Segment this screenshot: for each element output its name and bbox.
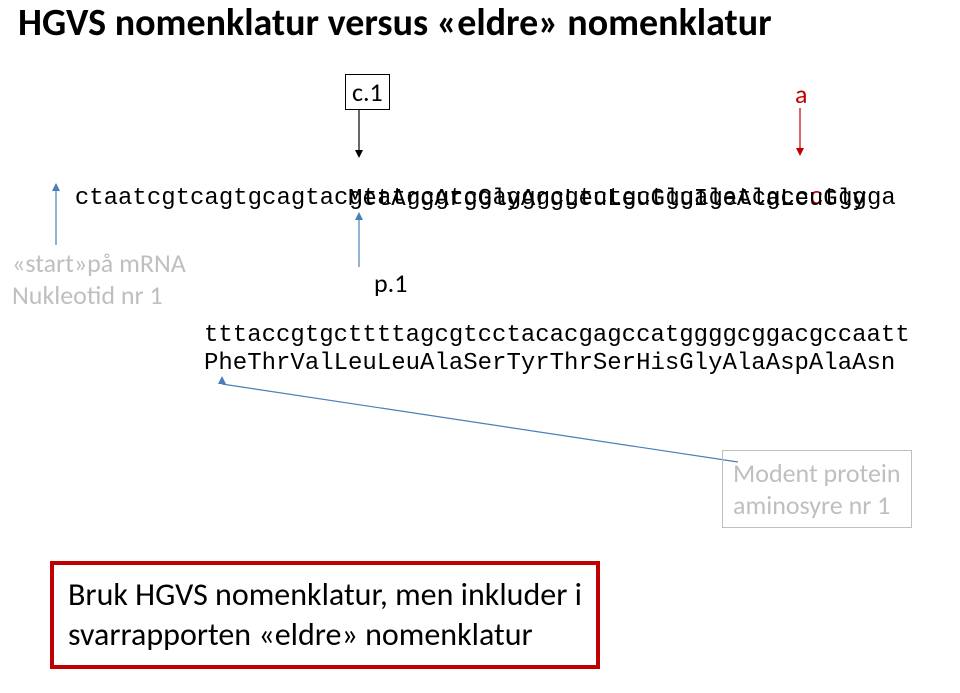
mrna-label-1: «start»på mRNA — [12, 247, 186, 279]
mrna-label: «start»på mRNA Nukleotid nr 1 — [12, 247, 186, 311]
c1-box: c.1 — [345, 74, 390, 110]
arrow-seq-start — [50, 183, 62, 245]
arrow-p1 — [353, 212, 365, 267]
page-title: HGVS nomenklatur versus «eldre» nomenkla… — [18, 0, 772, 46]
dna-seq-2: tttaccgtgcttttagcgtcctacacgagccatggggcgg… — [204, 322, 910, 349]
mature-protein-box: Modent protein aminosyre nr 1 — [722, 450, 912, 528]
c1-label: c.1 — [352, 76, 383, 108]
protein-seq-1: MetArgArgGlyArgLeuLeuGluIleAlaLeuGly — [348, 186, 866, 213]
p1-label: p.1 — [374, 267, 407, 299]
arrow-a-down — [794, 108, 806, 158]
red-callout-box: Bruk HGVS nomenklatur, men inkluder i sv… — [50, 561, 600, 669]
mrna-label-2: Nukleotid nr 1 — [12, 279, 163, 311]
infobox-1: Modent protein — [733, 457, 901, 489]
redbox-line-2: svarrapporten «eldre» nomenklatur — [68, 615, 533, 654]
seq-pre: ctaatcgtcagtgcagtacgt — [75, 185, 377, 212]
infobox-2: aminosyre nr 1 — [733, 489, 890, 521]
arrow-phe — [218, 376, 748, 476]
arrow-c1-down — [353, 110, 365, 160]
variant-a-label: a — [795, 78, 807, 110]
redbox-line-1: Bruk HGVS nomenklatur, men inkluder i — [68, 575, 582, 614]
protein-seq-2: PheThrValLeuLeuAlaSerTyrThrSerHisGlyAlaA… — [204, 350, 895, 377]
